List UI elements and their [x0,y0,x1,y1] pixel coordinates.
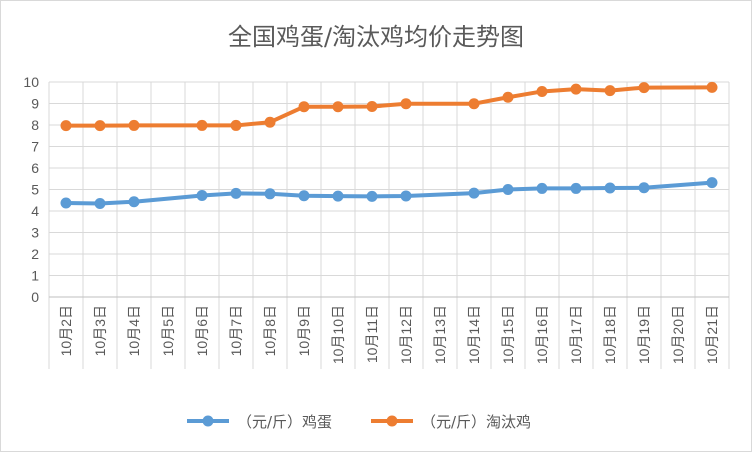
series-2 [60,81,718,132]
data-point [230,187,242,199]
data-point [332,101,344,113]
x-tick-label: 10月21日 [704,305,720,364]
legend[interactable]: （元/斤）鸡蛋 （元/斤）淘汰鸡 [187,413,531,431]
y-tick-label: 4 [31,203,39,219]
x-tick-label: 10月5日 [160,305,176,356]
y-tick-label: 5 [31,182,39,198]
x-tick-label: 10月8日 [262,305,278,356]
legend-label: （元/斤）鸡蛋 [237,413,332,431]
y-tick-label: 3 [31,225,39,241]
legend-item-1[interactable]: （元/斤）鸡蛋 [187,413,332,431]
legend-label: （元/斤）淘汰鸡 [421,413,531,431]
data-point [638,82,650,94]
data-point [196,119,208,131]
x-tick-label: 10月15日 [500,305,516,364]
y-tick-label: 9 [31,96,39,112]
data-point [536,182,548,194]
y-tick-label: 1 [31,268,39,284]
data-point [298,101,310,113]
x-tick-label: 10月20日 [670,305,686,364]
x-tick-label: 10月9日 [296,305,312,356]
axes: 0 1 2 3 4 5 6 7 8 9 10 10月2日 10月3日 10月4日 10月5日 10月6日 10月… [23,74,730,369]
data-point [332,190,344,202]
x-tick-label: 10月3日 [92,305,108,356]
x-tick-label: 10月11日 [364,305,380,363]
data-point [196,190,208,202]
data-point [128,119,140,131]
data-point [706,81,718,93]
x-tick-label: 10月12日 [398,305,414,364]
legend-item-2[interactable]: （元/斤）淘汰鸡 [371,413,531,431]
x-tick-label: 10月19日 [636,305,652,364]
data-point [366,101,378,113]
y-tick-label: 2 [31,246,39,262]
chart-title: 全国鸡蛋/淘汰鸡均价走势图 [228,23,524,51]
legend-marker-icon [202,415,214,427]
x-tick-label: 10月6日 [194,305,210,356]
data-point [604,182,616,194]
x-tick-label: 10月16日 [534,305,550,364]
series-lines [60,81,718,209]
data-point [706,177,718,189]
y-tick-label: 6 [31,160,39,176]
x-tick-label: 10月2日 [58,305,74,356]
data-point [298,190,310,202]
data-point [570,83,582,95]
x-tick-label: 10月10日 [330,305,346,364]
y-tick-label: 0 [31,289,39,305]
data-point [604,85,616,97]
data-point [94,197,106,209]
y-tick-label: 8 [31,117,39,133]
x-tick-label: 10月7日 [228,305,244,356]
data-point [468,98,480,110]
data-point [502,91,514,103]
data-point [60,120,72,132]
y-tick-label: 7 [31,139,39,155]
data-point [366,190,378,202]
data-point [638,182,650,194]
data-point [94,120,106,132]
x-tick-label: 10月4日 [126,305,142,356]
data-point [400,190,412,202]
data-point [230,119,242,131]
data-point [60,197,72,209]
legend-marker-icon [386,415,398,427]
data-point [128,196,140,208]
data-point [264,188,276,200]
data-point [400,98,412,110]
x-tick-label: 10月18日 [602,305,618,364]
data-point [502,184,514,195]
data-point [570,182,582,194]
x-tick-label: 10月17日 [568,305,584,364]
x-tick-label: 10月14日 [466,305,482,364]
data-point [468,187,480,199]
data-point [536,85,548,97]
series-1 [60,177,718,209]
y-tick-label: 10 [23,74,39,90]
x-tick-label: 10月13日 [432,305,448,364]
data-point [264,116,276,128]
